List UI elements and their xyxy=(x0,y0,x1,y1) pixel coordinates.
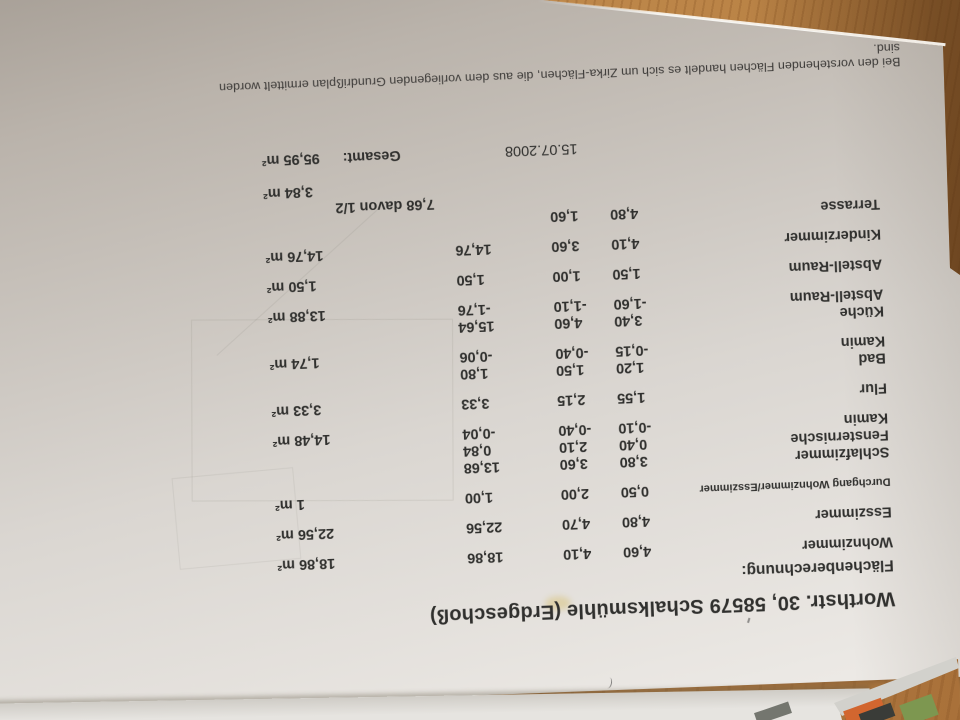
pen-mark xyxy=(747,617,751,624)
document-title: Worthstr. 30, 58579 Schalksmühle (Erdges… xyxy=(429,587,896,628)
dim2-cell: 1,60 xyxy=(549,207,579,225)
dim2-cell: 4,70 xyxy=(561,514,591,533)
dim1-cell: 1,55 xyxy=(616,388,646,406)
dim1-cell: 4,10 xyxy=(610,234,640,252)
dim2-cell: 3,60 xyxy=(559,454,589,473)
total-cell: 1 m² xyxy=(274,495,306,514)
room-name-cell: Esszimmer xyxy=(814,503,892,523)
dim1-cell xyxy=(609,185,680,205)
dim2-cell: 2,00 xyxy=(560,484,590,503)
gesamt-label: Gesamt: xyxy=(342,146,401,166)
area-cell: 14,76 xyxy=(454,240,492,258)
area-cell: 3,33 xyxy=(460,394,490,412)
dim1-cell: 4,80 xyxy=(609,204,639,222)
pen-mark xyxy=(603,676,614,689)
dim2-cell: 2,10 xyxy=(558,437,588,456)
dim2-cell: 1,50 xyxy=(555,361,585,379)
dim2-cell: 2,15 xyxy=(556,391,586,409)
dim2-cell: -1,10 xyxy=(553,296,587,315)
room-name-cell: Abstell-Raum xyxy=(788,255,883,276)
total-cell: 22,56 m² xyxy=(275,524,335,543)
total-cell: 1,50 m² xyxy=(266,277,317,296)
dim1-cell: -1,60 xyxy=(613,294,647,312)
gesamt-row: 15.07.2008 Gesamt: 95,95 m² xyxy=(261,128,877,169)
area-cell: 1,50 xyxy=(456,270,485,288)
dim1-cell: 0,50 xyxy=(620,482,650,500)
dim2-cell: 4,60 xyxy=(553,314,583,332)
area-cell xyxy=(454,207,551,228)
dim2-cell: 3,60 xyxy=(550,237,580,255)
footer-note: Bei den vorstehenden Flächen handelt es … xyxy=(218,40,901,95)
dim1-cell: 0,40 xyxy=(618,435,648,453)
dim1-cell: 1,20 xyxy=(615,358,645,376)
dim2-cell: -0,40 xyxy=(555,343,589,362)
room-name-cell: Flur xyxy=(859,379,888,397)
document-date: 15.07.2008 xyxy=(504,140,578,159)
room-name-cell: Kinderzimmer xyxy=(784,225,882,246)
gesamt-value: 95,95 m² xyxy=(261,150,321,169)
area-cell: 18,86 xyxy=(466,548,504,566)
dim2-cell xyxy=(549,188,610,207)
area-table: Wohnzimmer 4,60 4,10 18,86 18,86 m² Essz… xyxy=(261,128,893,573)
dim1-cell: 3,40 xyxy=(613,311,643,329)
dim1-cell: 1,50 xyxy=(612,264,641,282)
room-name-cell: Durchgang Wohnzimmer/Esszimmer xyxy=(699,475,891,495)
dim2-cell: 4,10 xyxy=(562,544,592,562)
dim1-cell: 4,80 xyxy=(621,512,651,530)
dim1-cell xyxy=(608,168,679,188)
dim1-cell: 3,80 xyxy=(619,452,649,470)
area-cell: 1,00 xyxy=(464,488,494,506)
total-cell: 3,33 m² xyxy=(271,401,322,420)
dim1-cell: -0,15 xyxy=(614,341,649,359)
dim1-cell: -0,10 xyxy=(617,418,652,436)
dim2-cell: -0,40 xyxy=(557,420,592,439)
total-cell: 14,76 m² xyxy=(265,246,324,266)
dim1-cell: 4,60 xyxy=(622,542,652,560)
area-cell: 22,56 xyxy=(465,518,503,536)
total-cell: 18,86 m² xyxy=(276,554,336,573)
dim2-cell: 1,00 xyxy=(552,267,581,285)
dim2-cell xyxy=(548,171,609,190)
